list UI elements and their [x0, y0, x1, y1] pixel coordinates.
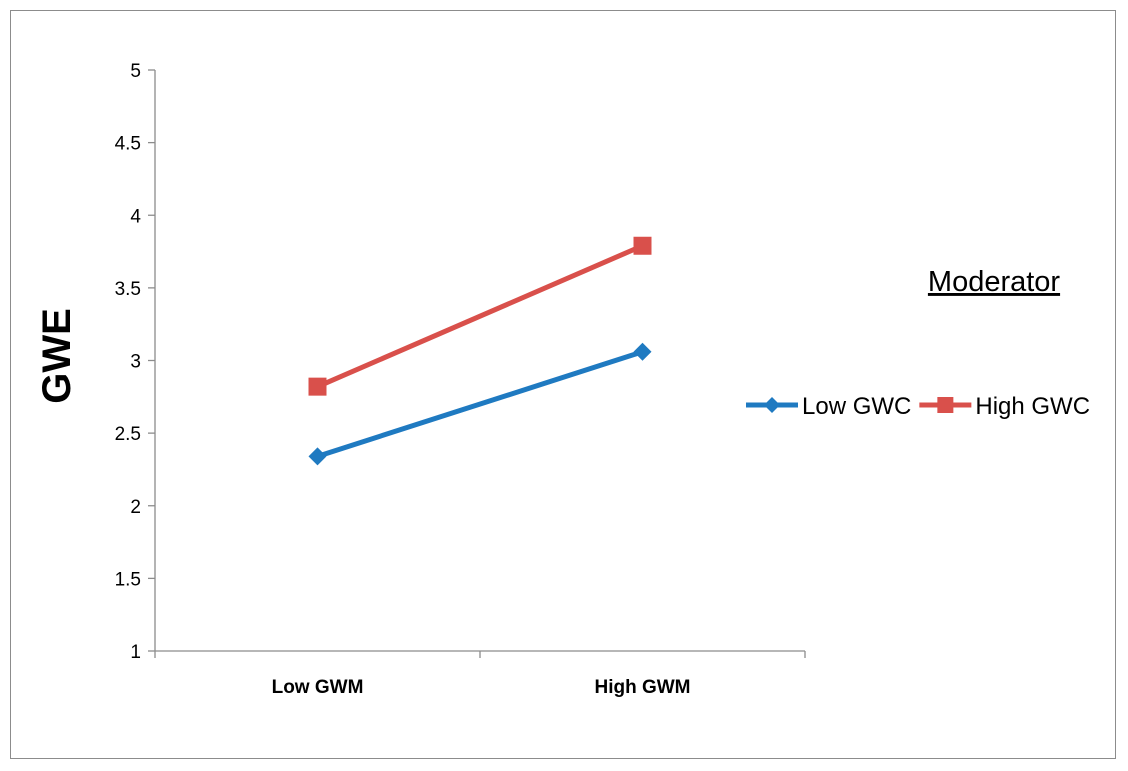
legend-label: High GWC	[975, 393, 1090, 420]
series-line	[316, 349, 644, 459]
series-group	[308, 236, 652, 466]
legend: Low GWC High GWC	[746, 393, 1090, 420]
legend-swatch-marker	[764, 397, 780, 413]
chart-frame	[10, 10, 1116, 759]
y-tick-label: 2.5	[115, 424, 141, 445]
y-axis: 1 1.5 2 2.5 3 3.5 4 4.5 5	[115, 61, 156, 663]
y-tick-label: 4.5	[115, 134, 141, 155]
y-tick-label: 5	[130, 61, 141, 82]
y-tick-label: 3.5	[115, 279, 141, 300]
data-point	[308, 447, 327, 466]
x-axis: Low GWM High GWM	[154, 650, 806, 698]
y-tick-label: 2	[130, 497, 141, 518]
legend-item: Low GWC	[746, 393, 911, 420]
y-axis-label: GWE	[35, 308, 79, 404]
data-point	[308, 377, 327, 396]
legend-item: High GWC	[919, 393, 1090, 420]
data-point	[633, 342, 652, 361]
legend-label: Low GWC	[802, 393, 911, 420]
series-line	[316, 243, 644, 389]
y-tick-label: 3	[130, 352, 141, 373]
legend-swatch-marker	[937, 397, 954, 413]
x-category-label: Low GWM	[272, 677, 364, 698]
series-high-gwc	[308, 236, 652, 396]
data-point	[633, 236, 652, 255]
legend-title: Moderator	[928, 266, 1061, 298]
series-low-gwc	[308, 342, 652, 466]
x-category-label: High GWM	[594, 677, 690, 698]
y-tick-label: 1.5	[115, 569, 141, 590]
y-tick-label: 1	[130, 642, 141, 663]
y-tick-label: 4	[130, 206, 141, 227]
